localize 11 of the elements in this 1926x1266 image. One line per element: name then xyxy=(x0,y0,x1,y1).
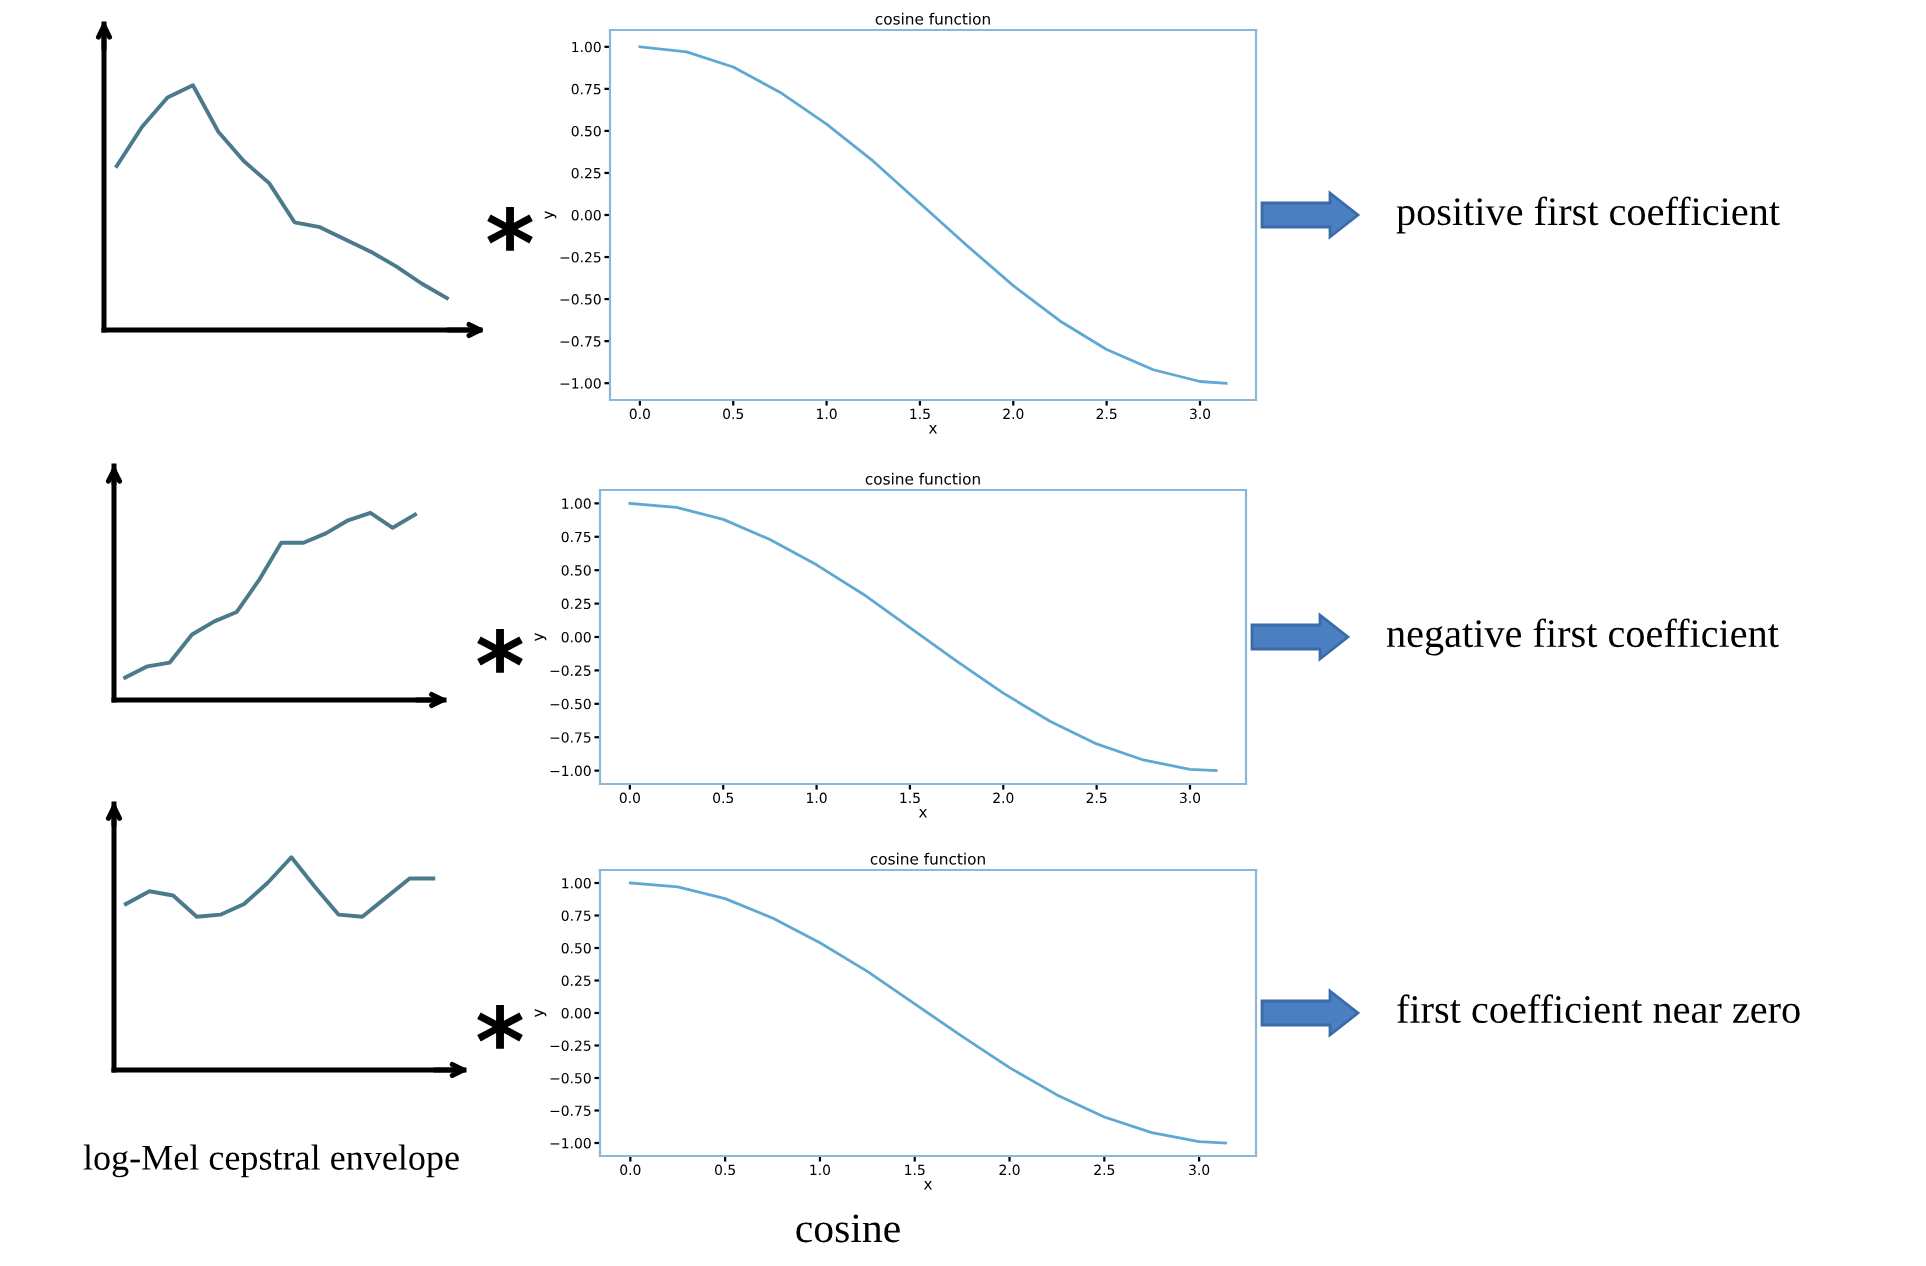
text: cosine xyxy=(796,1214,900,1243)
text: negative first coefficient xyxy=(1386,618,1779,656)
text: * xyxy=(477,1004,523,1049)
line-series xyxy=(628,881,1228,1145)
text: first coefficient near zero xyxy=(1397,994,1800,1024)
line-series xyxy=(628,501,1218,773)
line-series xyxy=(638,45,1228,385)
text: log-Mel cepstral envelope xyxy=(83,1144,459,1178)
text: positive first coefficient xyxy=(1396,196,1780,234)
text: * xyxy=(487,206,533,251)
text: * xyxy=(477,628,523,673)
